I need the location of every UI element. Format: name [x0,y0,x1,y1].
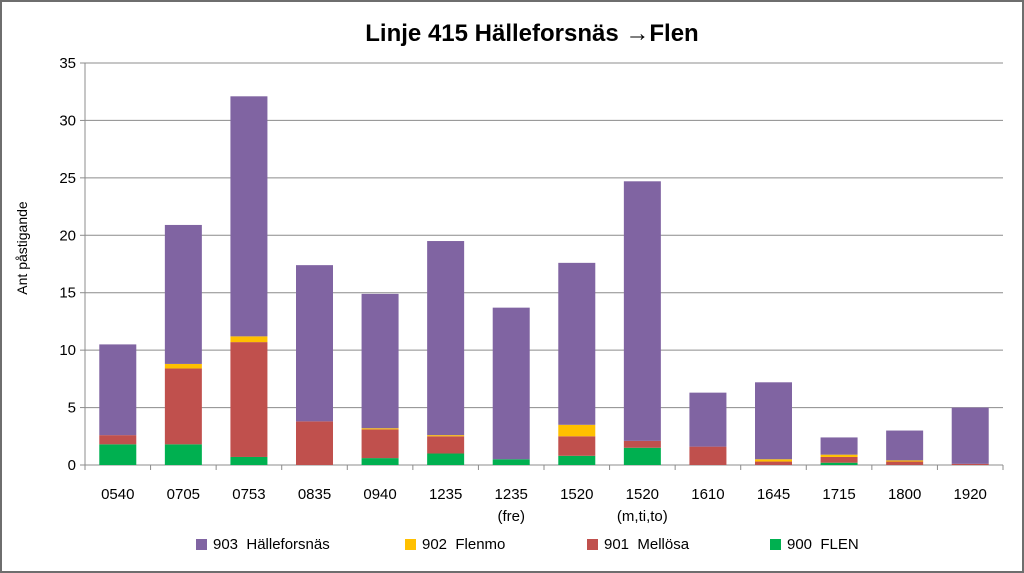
legend-swatch [770,539,781,550]
bar-segment [492,459,530,465]
bar-segment [623,440,661,448]
bar-segment [99,344,137,436]
bar-segment [886,430,924,461]
x-tick-label: 1645 [757,486,790,503]
legend-swatch [196,539,207,550]
bar-segment [951,407,989,464]
bar-segment [230,456,268,465]
y-tick-label: 30 [59,112,76,129]
bar-segment [558,455,596,465]
bar-segment [558,424,596,437]
y-tick-label: 10 [59,342,76,359]
x-tick-label: 1610 [691,486,724,503]
bar-segment [230,336,268,343]
bar-segment [296,265,333,422]
x-tick-label: 0705 [167,486,200,503]
x-tick-label: (m,ti,to) [617,508,668,525]
legend-label: 900 FLEN [787,536,859,553]
y-tick-label: 0 [68,457,76,474]
bar-segment [164,363,202,369]
bar-segment [99,435,137,445]
x-tick-label: 1520 [560,486,593,503]
y-tick-label: 5 [68,400,76,417]
bar-segment [164,224,202,364]
bar-segment [623,447,661,465]
bar-segment [296,421,333,465]
bar-segment [427,453,465,465]
x-tick-label: 1235 [429,486,462,503]
bar-segment [361,293,399,429]
bar-segment [689,392,727,447]
legend-item: 902 Flenmo [405,536,505,553]
bar-segment [820,456,858,463]
bar-segment [558,436,596,456]
legend-swatch [587,539,598,550]
bar-segment [820,462,858,465]
y-tick-label: 15 [59,285,76,302]
bar-segment [492,307,530,460]
chart-title: Linje 415 Hälleforsnäs →Flen [365,20,699,47]
bar-segment [951,463,989,465]
legend-label: 903 Hälleforsnäs [213,536,330,553]
bar-segment [689,446,727,465]
bar-segment [361,429,399,459]
x-tick-label: 0940 [363,486,396,503]
bar-segment [820,437,858,455]
legend-item: 900 FLEN [770,536,859,553]
legend: 903 Hälleforsnäs 902 Flenmo 901 Mellösa 900… [0,536,1024,556]
bar-segment [820,454,858,457]
y-tick-label: 20 [59,227,76,244]
bar-segment [558,262,596,425]
legend-swatch [405,539,416,550]
legend-label: 902 Flenmo [422,536,506,553]
bar-segment [427,241,465,436]
x-tick-label: 1920 [954,486,987,503]
bar-segment [886,461,924,465]
bar-segment [230,96,268,337]
x-tick-label: 1520 [626,486,659,503]
x-tick-label: 1235 [495,486,528,503]
bar-segment [623,181,661,441]
bar-segment [755,461,792,465]
bar-segment [427,436,465,454]
x-tick-label: (fre) [497,508,525,525]
bar-segment [164,368,202,445]
bar-segment [427,435,465,437]
bar-segment [361,428,399,430]
bar-segment [886,460,924,462]
bar-segment [755,459,792,462]
x-tick-label: 0835 [298,486,331,503]
legend-item: 901 Mellösa [587,536,689,553]
legend-item: 903 Hälleforsnäs [196,536,330,553]
x-tick-label: 1715 [822,486,855,503]
bar-segment [164,444,202,465]
bar-segment [755,382,792,460]
x-tick-label: 0540 [101,486,134,503]
x-tick-label: 1800 [888,486,921,503]
bar-segment [99,444,137,465]
bar-segment [230,342,268,457]
legend-label: 901 Mellösa [604,536,690,553]
bar-segment [361,458,399,465]
y-tick-label: 25 [59,170,76,187]
x-tick-label: 0753 [232,486,265,503]
y-tick-label: 35 [59,55,76,72]
